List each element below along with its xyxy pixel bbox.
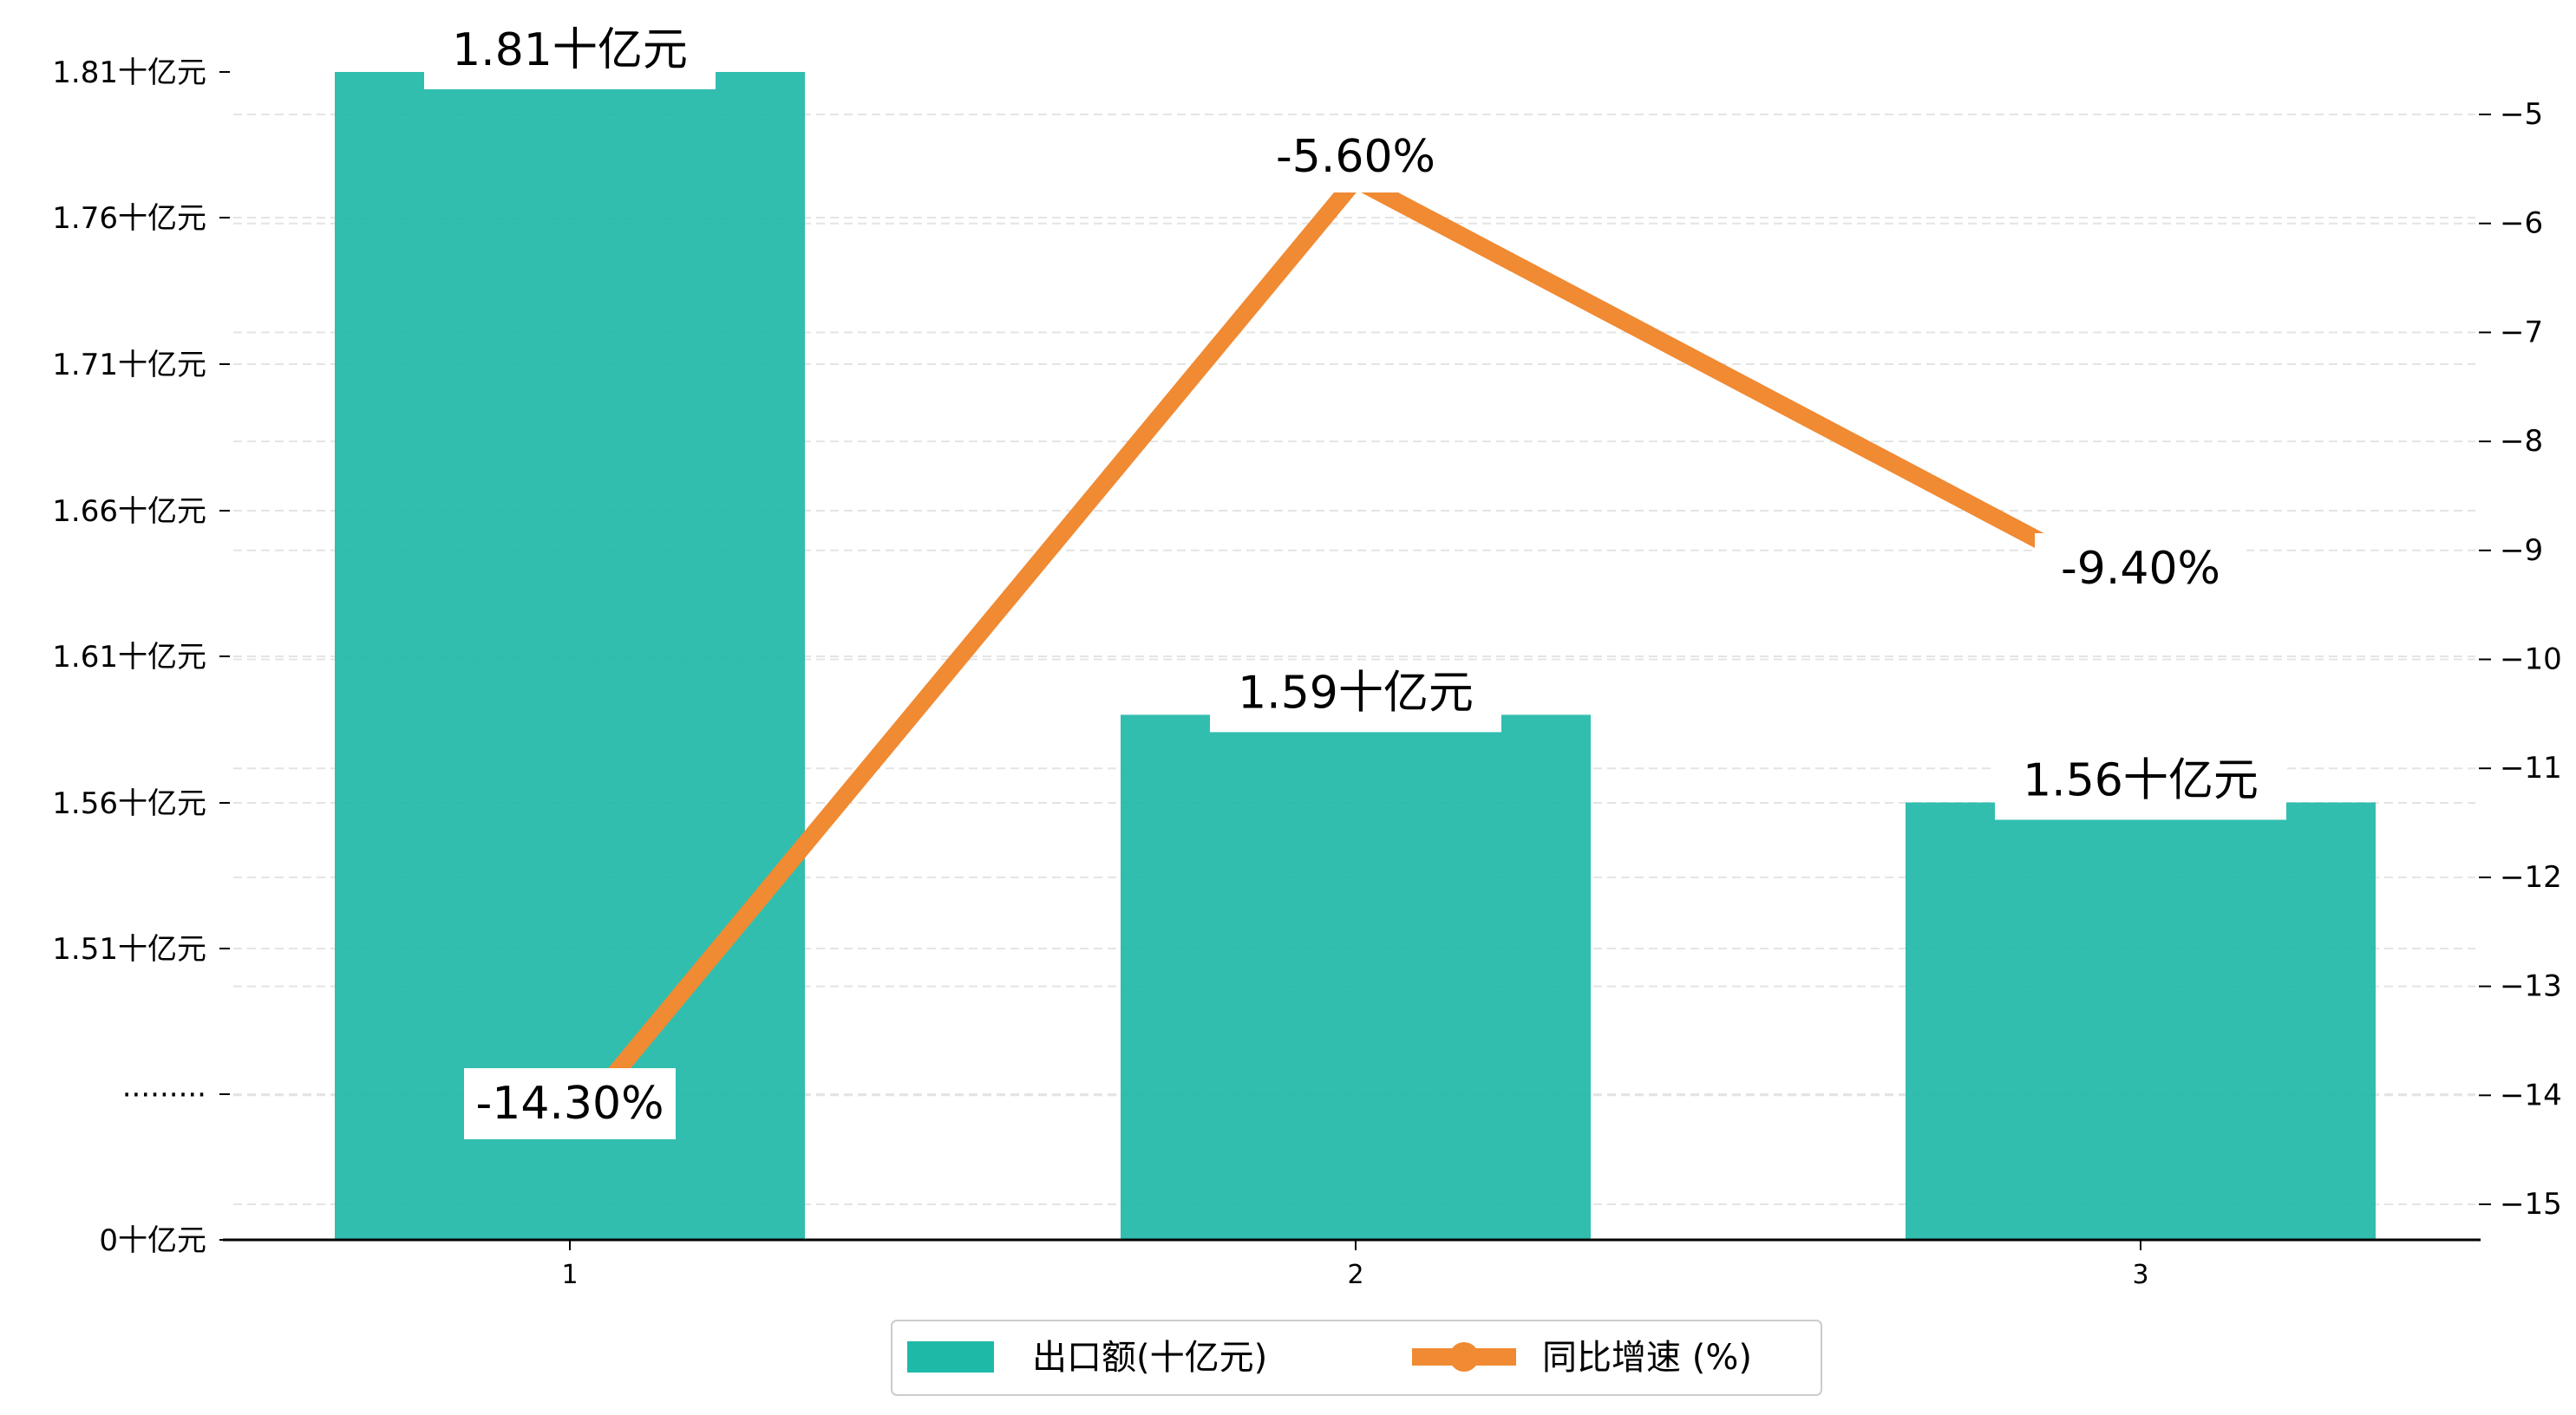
bar-value-label: 1.59十亿元 <box>1238 667 1474 719</box>
axes: 0十亿元 ········· 1.51十亿元 1.56十亿元 1.61十亿元 1.66十亿… <box>52 55 2561 1290</box>
legend-box <box>891 1320 1822 1396</box>
legend-bar-label: 出口额(十亿元) <box>1032 1338 1267 1378</box>
bar-value-label: 1.56十亿元 <box>2023 755 2259 807</box>
x-tick-label: 1 <box>561 1260 578 1290</box>
right-tick-label: −8 <box>2500 424 2543 459</box>
left-tick-label: 1.71十亿元 <box>52 348 206 382</box>
right-tick-label: −5 <box>2500 97 2543 132</box>
left-tick-label: ········· <box>122 1078 206 1112</box>
right-tick-label: −12 <box>2500 860 2562 895</box>
right-tick-label: −14 <box>2500 1078 2562 1112</box>
line-value-label-bg <box>2035 533 2246 604</box>
bar-value-label: 1.81十亿元 <box>452 24 688 76</box>
right-tick-label: −15 <box>2500 1187 2562 1222</box>
x-tick-label: 2 <box>1347 1260 1363 1290</box>
left-tick-label: 1.76十亿元 <box>52 201 206 236</box>
data-labels: 1.81十亿元 1.59十亿元 1.56十亿元 -14.30% -5.60% -9.40% <box>424 20 2286 1139</box>
legend-line-label: 同比增速 (%) <box>1542 1338 1752 1378</box>
line-value-label: -5.60% <box>1276 131 1435 183</box>
left-tick-label: 1.61十亿元 <box>52 640 206 675</box>
right-tick-label: −11 <box>2500 751 2562 786</box>
bars <box>335 72 2376 1240</box>
bar <box>1906 802 2376 1240</box>
line-value-label: -14.30% <box>475 1078 664 1130</box>
line-value-label-bg <box>1250 121 1461 192</box>
left-tick-label: 1.66十亿元 <box>52 494 206 529</box>
line-value-label-bg <box>464 1068 676 1139</box>
right-tick-label: −9 <box>2500 533 2543 568</box>
legend: 出口额(十亿元) 同比增速 (%) <box>891 1320 1822 1396</box>
bar-value-label-bg <box>424 20 716 89</box>
left-tick-label: 1.56十亿元 <box>52 786 206 821</box>
bar-value-label-bg <box>1995 750 2286 820</box>
right-tick-label: −10 <box>2500 642 2562 677</box>
right-tick-label: −13 <box>2500 969 2562 1004</box>
left-tick-label: 1.51十亿元 <box>52 932 206 967</box>
left-tick-label: 1.81十亿元 <box>52 55 206 90</box>
bar <box>335 72 805 1240</box>
left-tick-label: 0十亿元 <box>99 1223 206 1258</box>
legend-bar-swatch <box>907 1341 994 1373</box>
bar <box>1121 714 1591 1240</box>
line-value-label: -9.40% <box>2061 543 2220 595</box>
legend-line-marker <box>1449 1342 1479 1372</box>
x-tick-label: 3 <box>2132 1260 2148 1290</box>
bar-value-label-bg <box>1210 662 1501 733</box>
right-tick-label: −7 <box>2500 315 2543 349</box>
right-tick-label: −6 <box>2500 206 2543 241</box>
